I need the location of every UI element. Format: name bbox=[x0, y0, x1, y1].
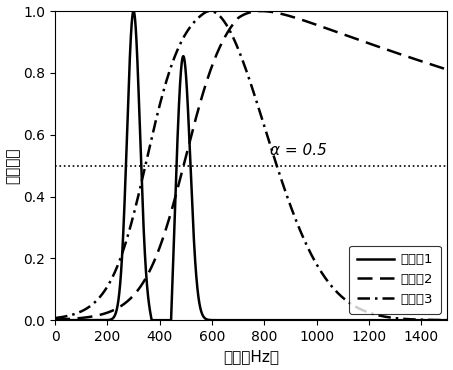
实施例1 bbox=[288, 318, 293, 322]
Text: α = 0.5: α = 0.5 bbox=[270, 143, 327, 158]
实施例1 bbox=[53, 318, 58, 322]
Line: 实施例3: 实施例3 bbox=[55, 11, 448, 320]
实施例2 bbox=[288, 14, 293, 18]
实施例3 bbox=[375, 313, 381, 317]
X-axis label: 频率（Hz）: 频率（Hz） bbox=[223, 349, 279, 364]
实施例1 bbox=[375, 318, 381, 322]
实施例3 bbox=[207, 9, 213, 13]
实施例2 bbox=[258, 9, 264, 13]
Legend: 实施例1, 实施例2, 实施例3: 实施例1, 实施例2, 实施例3 bbox=[349, 246, 441, 313]
实施例3 bbox=[53, 316, 58, 320]
Line: 实施例2: 实施例2 bbox=[55, 11, 448, 320]
实施例3 bbox=[445, 318, 450, 322]
实施例1 bbox=[131, 9, 136, 13]
实施例3 bbox=[202, 10, 207, 15]
实施例2 bbox=[445, 67, 450, 72]
实施例1 bbox=[202, 316, 208, 321]
实施例3 bbox=[124, 238, 129, 243]
实施例2 bbox=[345, 34, 351, 38]
实施例3 bbox=[288, 204, 293, 208]
实施例2 bbox=[202, 84, 207, 89]
实施例1 bbox=[308, 318, 313, 322]
实施例2 bbox=[308, 20, 313, 25]
Line: 实施例1: 实施例1 bbox=[55, 11, 448, 320]
实施例2 bbox=[375, 44, 381, 49]
实施例3 bbox=[308, 250, 313, 255]
实施例2 bbox=[53, 317, 58, 322]
实施例1 bbox=[345, 318, 351, 322]
实施例1 bbox=[124, 152, 129, 157]
Y-axis label: 吸声系数: 吸声系数 bbox=[5, 147, 20, 184]
实施例3 bbox=[345, 299, 351, 304]
实施例2 bbox=[124, 300, 129, 305]
实施例1 bbox=[445, 318, 450, 322]
